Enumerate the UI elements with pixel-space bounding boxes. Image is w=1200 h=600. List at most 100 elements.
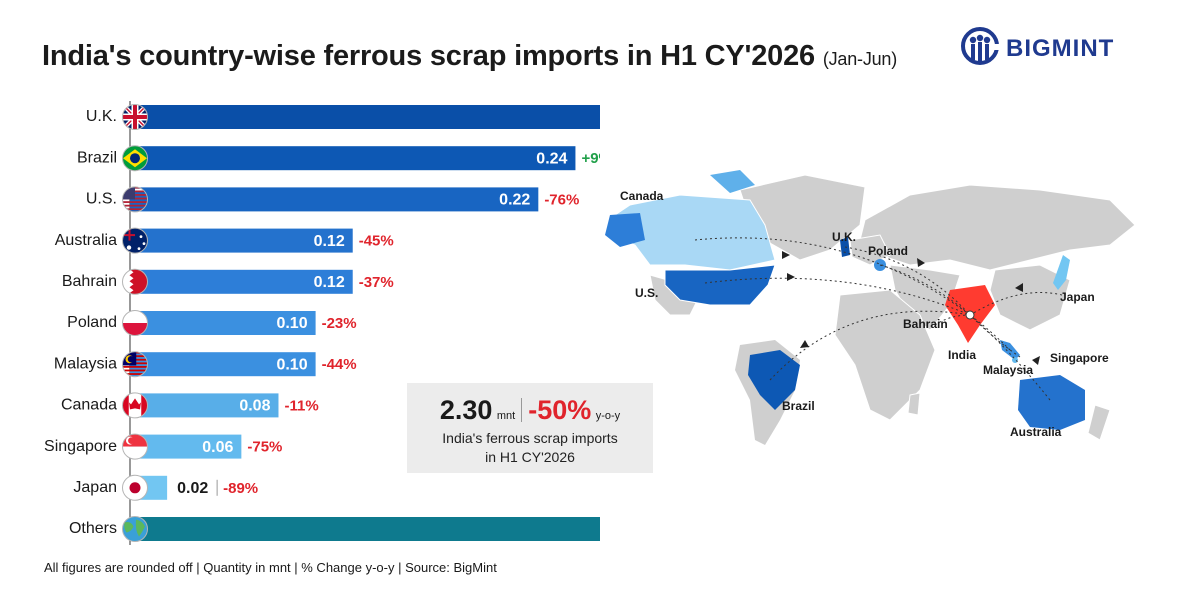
route-poland <box>879 264 971 316</box>
chart-title: India's country-wise ferrous scrap impor… <box>42 40 898 72</box>
uk-flag-icon <box>122 104 148 130</box>
bar <box>130 269 353 294</box>
map-label-brazil: Brazil <box>782 399 815 413</box>
africa-shape <box>834 289 936 421</box>
route-arrows <box>782 251 1040 365</box>
madagascar-shape <box>907 392 921 416</box>
map-label-us: U.S. <box>635 286 658 300</box>
alaska-shape <box>605 213 645 247</box>
arrow-singapore-icon <box>1032 356 1040 365</box>
total-unit: mnt <box>496 410 516 422</box>
map-label-singapore: Singapore <box>1050 351 1109 365</box>
total-change: -50% <box>528 395 592 425</box>
value-label: 0.06 <box>202 439 233 456</box>
value-label: 0.08 <box>239 398 270 415</box>
category-label: Japan <box>73 479 117 496</box>
china-shape <box>989 264 1071 331</box>
bar-chart: U.K.0.33-31%Brazil0.24+9%U.S.0.22-76%Aus… <box>44 101 600 545</box>
globe-icon-ring <box>122 516 148 542</box>
singapore-flag-icon <box>122 434 148 460</box>
category-label: U.K. <box>86 108 117 125</box>
brazil-shape <box>748 350 800 410</box>
poland-flag-icon-ring <box>122 310 148 336</box>
japan-flag-icon <box>122 475 148 501</box>
map-label-poland: Poland <box>868 244 908 258</box>
category-label: Brazil <box>77 149 117 166</box>
poland-flag-icon <box>122 310 148 336</box>
bigmint-logo: BIGMINT <box>960 26 1160 70</box>
malaysia-flag-icon-ring <box>122 351 148 378</box>
change-label: -11% <box>284 397 318 414</box>
australia-shape <box>1018 375 1085 430</box>
route-us <box>704 277 971 316</box>
bigmint-emblem-icon <box>961 27 1000 65</box>
total-change-unit: y-o-y <box>595 410 621 422</box>
route-japan <box>969 292 1063 316</box>
us-flag-icon-ring <box>122 186 148 213</box>
trade-routes <box>694 237 1063 401</box>
singapore-shape <box>1012 357 1018 363</box>
us-flag-icon <box>122 186 148 211</box>
route-brazil <box>769 310 971 381</box>
change-label: -44% <box>322 356 357 373</box>
map-label-uk: U.K. <box>832 230 856 244</box>
us-shape <box>664 264 776 306</box>
value-label: 0.10 <box>276 315 307 332</box>
bar <box>130 393 279 418</box>
uk-flag-icon-ring <box>122 104 148 130</box>
brand-name: BIGMINT <box>1006 35 1115 62</box>
category-label: Others <box>69 520 117 537</box>
singapore-flag-icon-ring <box>122 433 148 460</box>
map-label-india: India <box>948 348 976 362</box>
arrow-canada-icon <box>782 251 790 259</box>
category-label: Poland <box>67 314 117 331</box>
category-label: Singapore <box>44 438 117 455</box>
change-label: +9% <box>581 150 600 167</box>
bar <box>130 434 242 459</box>
category-label: Australia <box>55 232 117 249</box>
bar <box>130 517 600 541</box>
footer-note: All figures are rounded off | Quantity i… <box>44 560 497 575</box>
callout-divider <box>521 398 523 422</box>
brazil-flag-icon-ring <box>122 145 148 172</box>
route-australia <box>969 314 1051 401</box>
change-label: -37% <box>359 274 394 291</box>
bar <box>130 228 353 253</box>
map-label-bahrain: Bahrain <box>903 317 948 331</box>
change-label: -45% <box>359 233 394 250</box>
route-singapore <box>969 314 1021 358</box>
category-label: Bahrain <box>62 273 117 290</box>
value-label: 0.22 <box>499 192 530 209</box>
new-zealand-shape <box>1087 404 1111 441</box>
chart-subtitle: (Jan-Jun) <box>822 49 898 69</box>
japan-shape <box>1053 255 1070 290</box>
category-label: Canada <box>61 397 117 414</box>
change-label: -75% <box>247 439 282 456</box>
arrow-japan-icon <box>1015 283 1023 292</box>
total-callout: 2.30 mnt -50% y-o-y India's ferrous scrap… <box>407 383 653 473</box>
bar <box>130 105 600 129</box>
value-label: 0.10 <box>276 356 307 373</box>
map-label-canada: Canada <box>620 189 664 203</box>
world-map: Canada U.K. Poland U.S. Japan Bahrain In… <box>605 170 1136 445</box>
eurasia-north-shape <box>859 184 1136 271</box>
bar <box>130 352 316 377</box>
india-hub-marker <box>965 310 975 320</box>
arrow-brazil-icon <box>800 340 809 348</box>
value-label: 0.02 <box>177 480 208 497</box>
bar <box>130 146 576 171</box>
canada-flag-icon <box>122 392 148 418</box>
japan-flag-icon-ring <box>122 474 148 501</box>
category-label: U.S. <box>86 191 117 208</box>
map-label-australia: Australia <box>1010 425 1062 439</box>
arrow-us-icon <box>787 273 795 281</box>
map-label-japan: Japan <box>1060 290 1095 304</box>
bar <box>130 187 539 212</box>
globe-icon <box>122 516 148 542</box>
value-label: 0.12 <box>314 233 345 250</box>
value-label: 0.24 <box>536 150 567 167</box>
total-value: 2.30 <box>439 395 493 425</box>
bahrain-flag-icon-ring <box>122 268 148 295</box>
bar <box>130 311 316 335</box>
australia-flag-icon <box>122 228 148 254</box>
